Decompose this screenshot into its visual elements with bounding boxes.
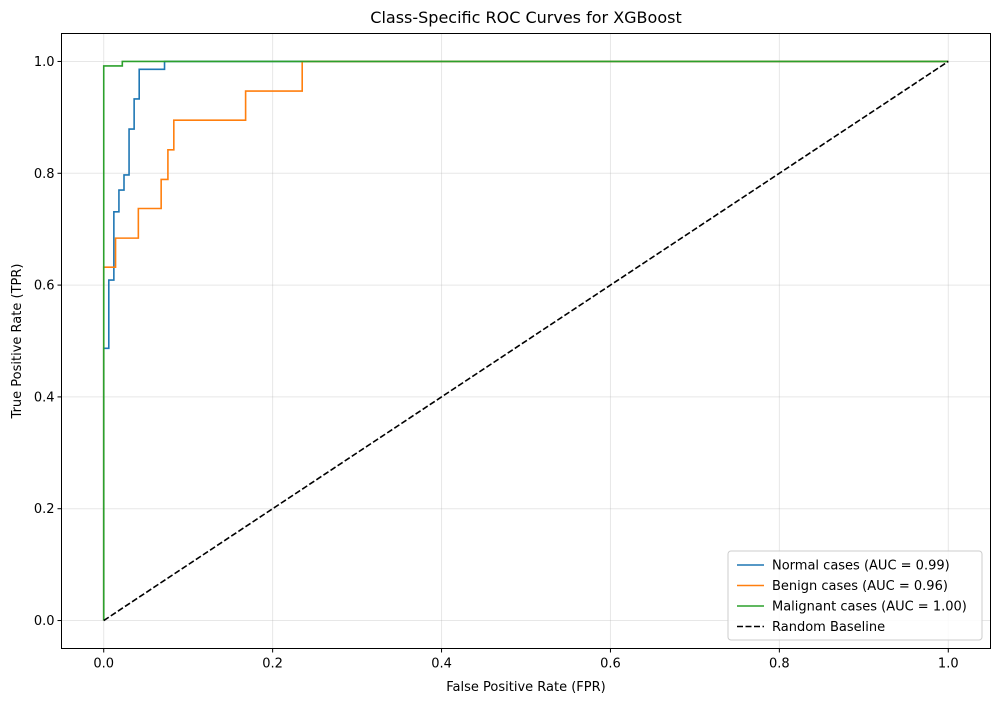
legend-box <box>727 550 983 641</box>
x-tick-label: 0.8 <box>769 657 790 672</box>
y-tick-label: 0.6 <box>34 279 55 294</box>
chart-title: Class-Specific ROC Curves for XGBoost <box>370 8 681 27</box>
y-tick-label: 1.0 <box>34 55 55 70</box>
x-tick-label: 1.0 <box>938 657 959 672</box>
x-tick-label: 0.4 <box>431 657 452 672</box>
x-axis-label: False Positive Rate (FPR) <box>446 680 605 695</box>
y-tick-label: 0.4 <box>34 390 55 405</box>
x-tick-label: 0.6 <box>600 657 621 672</box>
axis-ticks: 0.0 0.2 0.4 0.6 0.8 1.0 0.0 0.2 0.4 0.6 0.8 1.0 <box>34 55 959 672</box>
legend: Normal cases (AUC = 0.99) Benign cases (A… <box>727 550 983 641</box>
plot-frame <box>61 33 991 649</box>
y-axis-label: True Positive Rate (TPR) <box>10 264 25 420</box>
legend-label: Malignant cases (AUC = 1.00) <box>772 600 967 615</box>
y-tick-label: 0.0 <box>34 614 55 629</box>
legend-label: Benign cases (AUC = 0.96) <box>772 579 948 594</box>
series-line-normal <box>102 60 949 621</box>
legend-label: Normal cases (AUC = 0.99) <box>772 559 950 574</box>
y-tick-label: 0.8 <box>34 167 55 182</box>
x-tick-label: 0.0 <box>93 657 114 672</box>
series-line-benign <box>102 60 949 621</box>
legend-label: Random Baseline <box>772 620 885 635</box>
y-tick-label: 0.2 <box>34 502 55 517</box>
series-layer <box>102 60 949 622</box>
x-tick-label: 0.2 <box>262 657 283 672</box>
series-line-random <box>103 60 949 622</box>
series-line-malignant <box>102 60 949 621</box>
